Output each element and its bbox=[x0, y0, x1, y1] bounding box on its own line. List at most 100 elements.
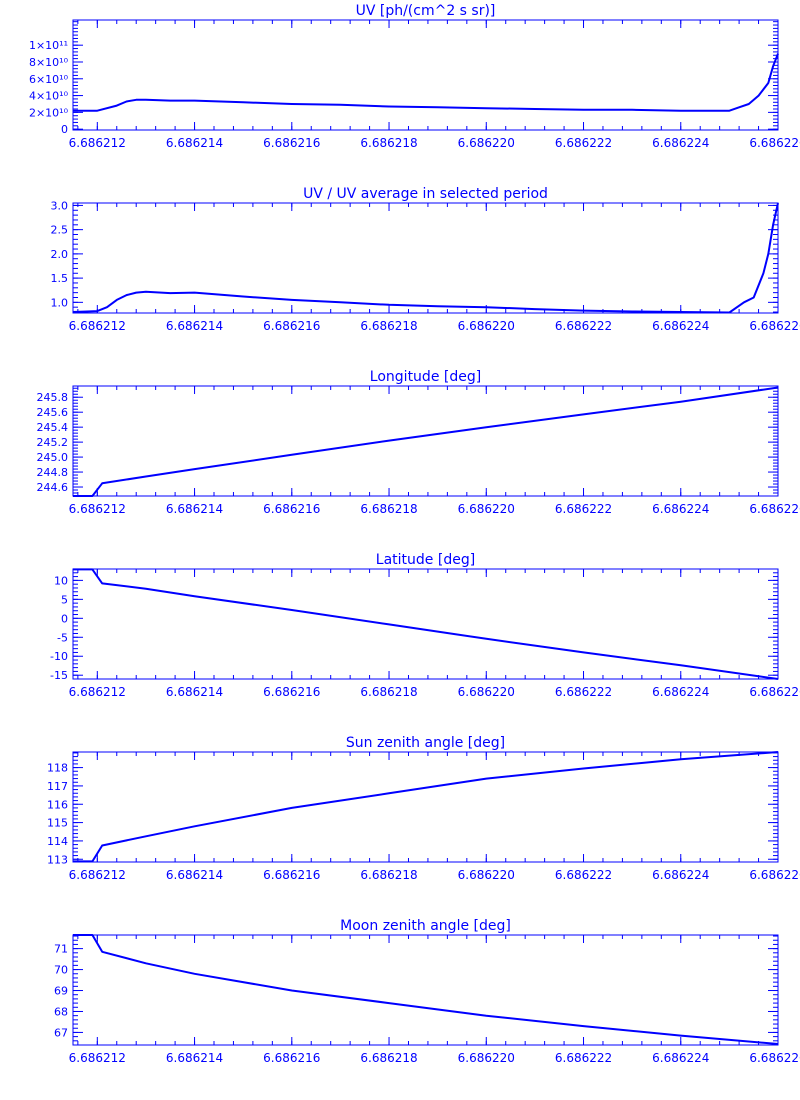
y-tick-label: 69 bbox=[54, 985, 68, 998]
chart-panel: Longitude [deg] 6.686212 6.686214 6.686216 6… bbox=[37, 369, 800, 516]
y-tick-label: 0 bbox=[61, 123, 68, 136]
x-tick-label: 6.686212 bbox=[69, 685, 126, 699]
chart-title: UV / UV average in selected period bbox=[303, 186, 548, 202]
series-line bbox=[73, 751, 779, 863]
chart-panel: UV / UV average in selected period 6.6862… bbox=[51, 186, 800, 333]
x-tick-label: 6.686216 bbox=[263, 319, 320, 333]
y-tick-label: -10 bbox=[50, 650, 68, 663]
x-tick-label: 6.686218 bbox=[360, 502, 417, 516]
y-tick-label: 117 bbox=[47, 780, 68, 793]
x-tick-label: 6.686218 bbox=[360, 136, 417, 150]
y-tick-label: 244.6 bbox=[37, 481, 69, 494]
y-tick-label: -15 bbox=[50, 669, 68, 682]
x-tick-label: 6.686222 bbox=[555, 868, 612, 882]
y-tick-label: 115 bbox=[47, 817, 68, 830]
chart-panel: Sun zenith angle [deg] 6.686212 6.686214 6.… bbox=[47, 735, 800, 882]
chart-panel: Moon zenith angle [deg] 6.686212 6.686214 6… bbox=[54, 918, 800, 1065]
y-tick-label: 245.8 bbox=[37, 391, 69, 404]
x-tick-label: 6.686220 bbox=[458, 319, 515, 333]
x-tick-label: 6.686212 bbox=[69, 1051, 126, 1065]
x-tick-label: 6.686216 bbox=[263, 136, 320, 150]
x-tick-label: 6.686218 bbox=[360, 868, 417, 882]
y-tick-label: 0 bbox=[61, 612, 68, 625]
series-line bbox=[73, 568, 779, 680]
y-tick-label: 118 bbox=[47, 762, 68, 775]
y-tick-label: 6×10¹⁰ bbox=[29, 73, 69, 86]
y-tick-label: 1×10¹¹ bbox=[29, 39, 68, 52]
plot-frame bbox=[72, 202, 779, 314]
x-tick-label: 6.686220 bbox=[458, 136, 515, 150]
x-tick-label: 6.686214 bbox=[166, 319, 223, 333]
x-tick-label: 6.686218 bbox=[360, 685, 417, 699]
x-tick-label: 6.686216 bbox=[263, 502, 320, 516]
series-line bbox=[72, 202, 779, 314]
y-tick-label: 4×10¹⁰ bbox=[29, 90, 69, 103]
y-tick-label: 245.2 bbox=[37, 436, 69, 449]
y-tick-label: 71 bbox=[54, 943, 68, 956]
x-tick-label: 6.686224 bbox=[652, 319, 709, 333]
chart-title: UV [ph/(cm^2 s sr)] bbox=[356, 3, 496, 19]
chart-title: Moon zenith angle [deg] bbox=[340, 918, 511, 934]
x-tick-label: 6.686224 bbox=[652, 136, 709, 150]
series-line bbox=[73, 53, 779, 112]
y-tick-label: 114 bbox=[47, 835, 68, 848]
x-tick-label: 6.686222 bbox=[555, 685, 612, 699]
x-tick-label: 6.686214 bbox=[166, 502, 223, 516]
y-tick-label: 2×10¹⁰ bbox=[29, 106, 69, 119]
x-tick-label: 6.686214 bbox=[166, 868, 223, 882]
y-tick-label: 67 bbox=[54, 1026, 68, 1039]
plot-frame bbox=[72, 934, 779, 1046]
y-tick-label: 1.5 bbox=[51, 272, 69, 285]
y-tick-label: 68 bbox=[54, 1005, 68, 1018]
x-tick-label: 6.686220 bbox=[458, 685, 515, 699]
x-tick-label: 6.686220 bbox=[458, 868, 515, 882]
plot-frame bbox=[72, 19, 779, 131]
x-tick-label: 6.686212 bbox=[69, 319, 126, 333]
x-tick-label: 6.686216 bbox=[263, 685, 320, 699]
x-tick-label: 6.686220 bbox=[458, 502, 515, 516]
x-tick-label: 6.686214 bbox=[166, 1051, 223, 1065]
x-tick-label: 6.686224 bbox=[652, 868, 709, 882]
x-tick-label: 6.686216 bbox=[263, 1051, 320, 1065]
x-tick-label: 6.686212 bbox=[69, 868, 126, 882]
y-tick-label: 245.4 bbox=[37, 421, 69, 434]
x-tick-label: 6.686218 bbox=[360, 1051, 417, 1065]
x-tick-label: 6.686222 bbox=[555, 319, 612, 333]
y-tick-label: 1.0 bbox=[51, 296, 69, 309]
x-tick-label: 6.686212 bbox=[69, 502, 126, 516]
chart-title: Latitude [deg] bbox=[376, 552, 475, 568]
series-line bbox=[73, 934, 779, 1045]
x-tick-label: 6.686224 bbox=[652, 685, 709, 699]
series-line bbox=[73, 386, 779, 497]
y-tick-label: 244.8 bbox=[37, 466, 69, 479]
chart-title: Longitude [deg] bbox=[370, 369, 481, 385]
y-tick-label: 245.6 bbox=[37, 406, 69, 419]
y-tick-label: 8×10¹⁰ bbox=[29, 56, 69, 69]
y-tick-label: 245.0 bbox=[37, 451, 69, 464]
x-tick-label: 6.686222 bbox=[555, 502, 612, 516]
chart-panel: Latitude [deg] 6.686212 6.686214 6.686216 6.… bbox=[50, 552, 800, 699]
y-tick-label: 70 bbox=[54, 964, 68, 977]
x-tick-label: 6.686222 bbox=[555, 136, 612, 150]
y-tick-label: -5 bbox=[57, 631, 68, 644]
x-tick-label: 6.686222 bbox=[555, 1051, 612, 1065]
x-tick-label: 6.686212 bbox=[69, 136, 126, 150]
plot-frame bbox=[72, 568, 779, 680]
y-tick-label: 2.5 bbox=[51, 224, 69, 237]
y-tick-label: 2.0 bbox=[51, 248, 69, 261]
plot-frame bbox=[72, 751, 779, 863]
x-tick-label: 6.686214 bbox=[166, 685, 223, 699]
y-tick-label: 113 bbox=[47, 853, 68, 866]
x-tick-label: 6.686218 bbox=[360, 319, 417, 333]
x-tick-label: 6.686216 bbox=[263, 868, 320, 882]
x-tick-label: 6.686224 bbox=[652, 1051, 709, 1065]
chart-panel: UV [ph/(cm^2 s sr)] 6.686212 6.686214 6.686… bbox=[29, 3, 800, 150]
x-tick-label: 6.686214 bbox=[166, 136, 223, 150]
